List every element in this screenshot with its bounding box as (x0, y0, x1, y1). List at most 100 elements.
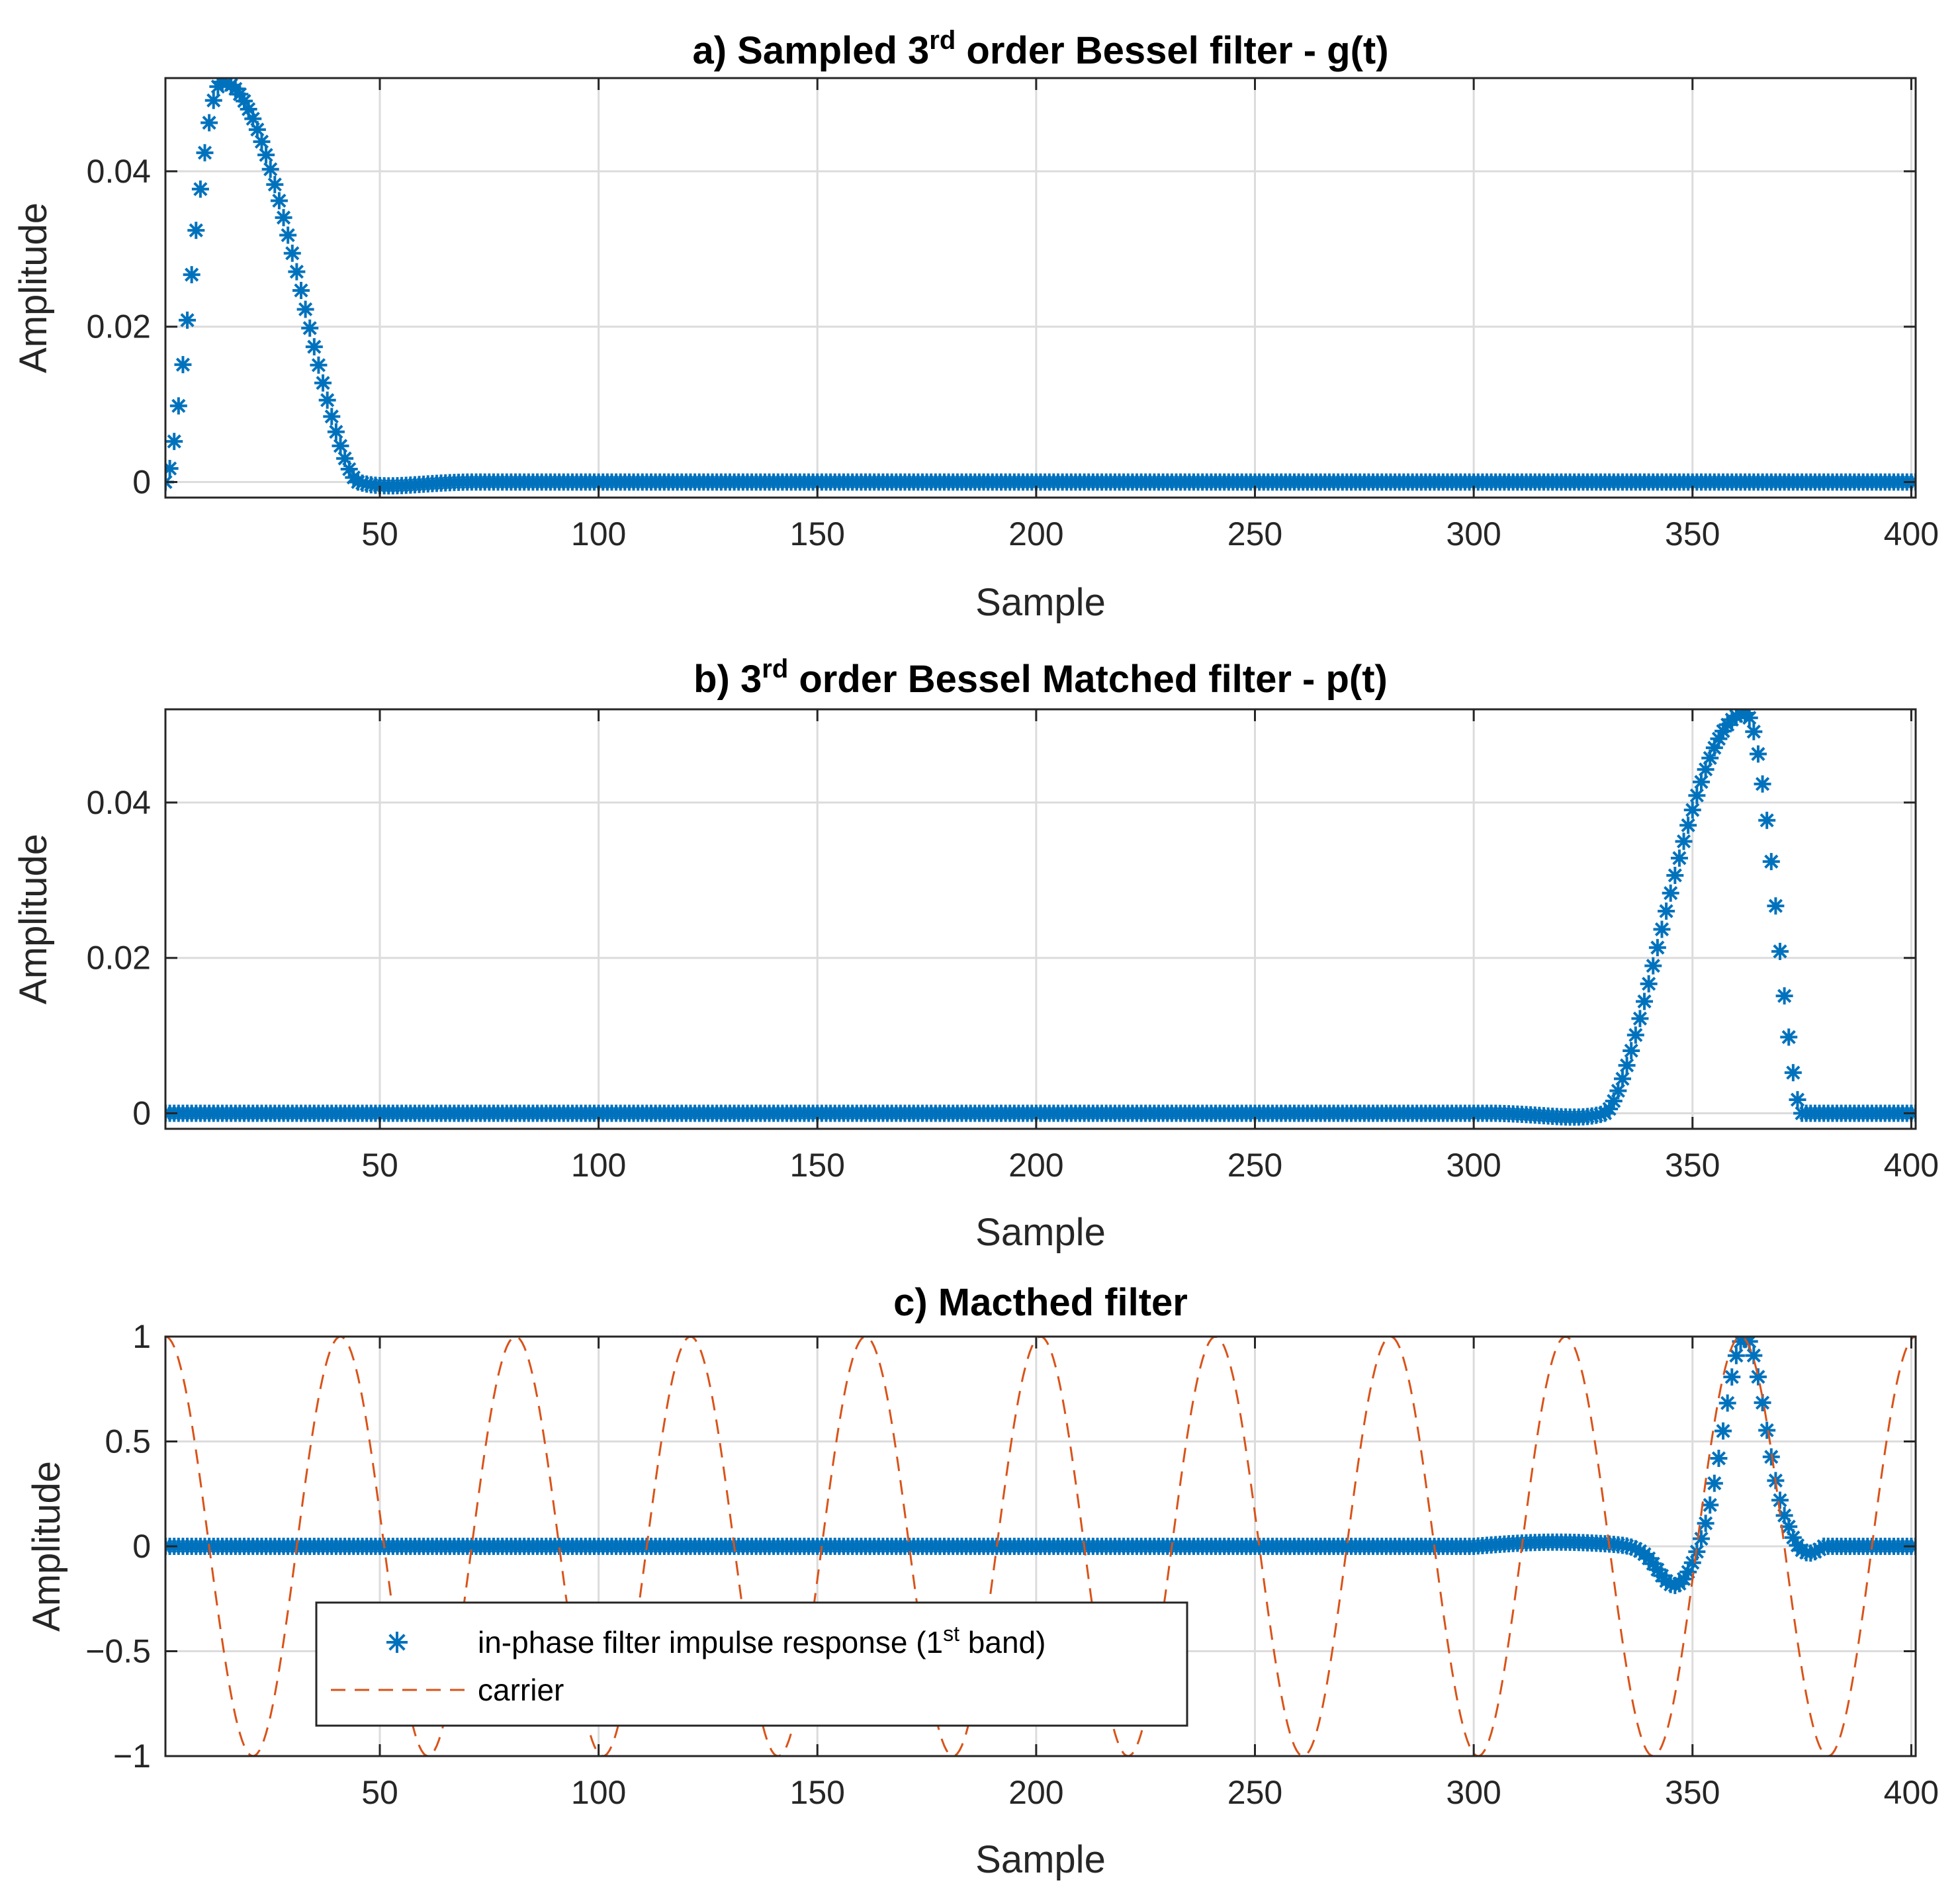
y-tick-label: 0 (132, 1528, 151, 1565)
data-point (1658, 902, 1675, 920)
legend-marker-asterisk (386, 1632, 408, 1653)
data-point (1727, 1347, 1745, 1364)
panel-a-xlabel: Sample (975, 581, 1106, 624)
legend: in-phase filter impulse response (1st ba… (315, 1601, 1188, 1727)
y-tick-label: 0.02 (87, 308, 151, 345)
panel-b-ylabel: Amplitude (12, 834, 55, 1004)
y-tick-label: 1 (132, 1318, 151, 1355)
x-tick-label: 400 (1884, 1147, 1939, 1184)
series-points (165, 709, 1916, 1126)
data-point (1618, 1057, 1636, 1075)
data-point (327, 423, 345, 441)
data-point (1688, 787, 1706, 805)
panel-a-title: a) Sampled 3rd order Bessel filter - g(t… (692, 26, 1388, 72)
y-tick-label: 0.04 (87, 784, 151, 821)
data-point (310, 356, 328, 374)
series-points (165, 78, 1916, 495)
legend-entry-1-prefix: carrier (478, 1673, 564, 1707)
x-tick-label: 50 (361, 1147, 398, 1184)
x-tick-label: 400 (1884, 515, 1939, 552)
data-point (1784, 1064, 1802, 1082)
data-point (1775, 987, 1793, 1005)
x-tick-label: 300 (1446, 515, 1501, 552)
data-point (1749, 745, 1767, 763)
data-point (1613, 1070, 1631, 1088)
data-point (174, 356, 192, 374)
data-point (279, 226, 297, 244)
data-point (314, 374, 332, 392)
x-tick-label: 100 (571, 1774, 626, 1811)
x-tick-label: 200 (1008, 1774, 1063, 1811)
data-point (1740, 709, 1758, 727)
data-point (1771, 1491, 1789, 1509)
data-point (261, 160, 279, 178)
data-point (1662, 884, 1679, 902)
x-tick-label: 50 (361, 1774, 398, 1811)
data-point (236, 92, 253, 110)
x-tick-label: 150 (790, 515, 845, 552)
panel-a-title-sup: rd (929, 26, 956, 55)
data-point (1623, 1041, 1640, 1059)
data-point (275, 208, 292, 226)
data-point (1780, 1028, 1798, 1046)
data-point (165, 433, 183, 451)
x-tick-label: 200 (1008, 515, 1063, 552)
panel-c-xlabel: Sample (975, 1838, 1106, 1881)
data-point (305, 338, 323, 356)
legend-box (315, 1601, 1188, 1727)
y-tick-label: −0.5 (85, 1633, 151, 1670)
y-tick-label: 0.5 (105, 1423, 151, 1460)
data-point (1762, 853, 1780, 871)
legend-entry-0-prefix: in-phase filter impulse response (1 (478, 1625, 943, 1659)
data-point (283, 244, 301, 262)
data-point (253, 133, 271, 151)
panel-b-title-prefix: b) 3 (693, 658, 762, 701)
y-tick-label: 0 (132, 464, 151, 501)
x-tick-label: 100 (571, 515, 626, 552)
data-point (292, 281, 310, 299)
data-point (1710, 1449, 1728, 1467)
data-point (169, 397, 187, 415)
data-point (1771, 942, 1789, 960)
data-point (1701, 749, 1719, 767)
data-point (179, 311, 197, 329)
legend-asterisk-marker (386, 1632, 408, 1653)
plot-area (165, 78, 1916, 498)
data-point (1745, 723, 1763, 740)
x-tick-label: 400 (1884, 1774, 1939, 1811)
data-point (266, 175, 284, 193)
data-point (1758, 811, 1776, 829)
x-tick-label: 200 (1008, 1147, 1063, 1184)
data-point (1767, 897, 1785, 915)
data-point (1648, 939, 1666, 957)
panel-b-xlabel: Sample (975, 1211, 1106, 1254)
data-point (270, 192, 288, 210)
x-tick-label: 150 (790, 1147, 845, 1184)
data-point (191, 180, 209, 198)
data-point (1705, 1474, 1723, 1492)
x-tick-label: 300 (1446, 1774, 1501, 1811)
x-tick-label: 250 (1227, 1147, 1282, 1184)
x-tick-label: 350 (1665, 1147, 1720, 1184)
y-tick-label: −1 (113, 1738, 151, 1775)
data-point (1715, 1422, 1732, 1440)
axes-box (164, 77, 1917, 499)
legend-entry-impulse-response: in-phase filter impulse response (1st ba… (478, 1622, 1046, 1659)
data-point (1636, 993, 1654, 1010)
legend-entry-carrier: carrier (478, 1673, 564, 1707)
panel-a-ylabel: Amplitude (12, 202, 55, 373)
data-point (1640, 975, 1658, 993)
x-tick-label: 50 (361, 515, 398, 552)
x-tick-label: 350 (1665, 1774, 1720, 1811)
data-point (196, 144, 214, 161)
data-point (1758, 1421, 1776, 1439)
axes-box (164, 708, 1917, 1130)
data-point (1670, 849, 1688, 867)
data-point (1697, 1515, 1715, 1532)
data-point (1666, 866, 1684, 884)
data-point (1644, 957, 1662, 975)
data-point (1631, 1010, 1649, 1028)
data-point (200, 114, 218, 132)
panel-c-title: c) Macthed filter (893, 1281, 1188, 1324)
